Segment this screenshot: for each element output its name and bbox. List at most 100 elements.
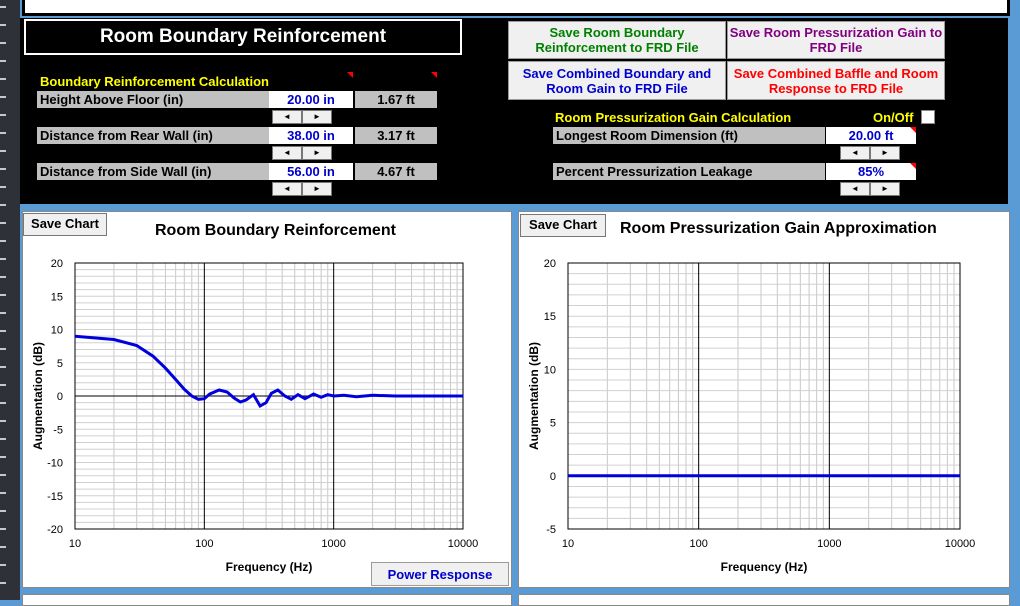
row-tick — [0, 258, 6, 260]
row-tick — [0, 384, 6, 386]
row-tick — [0, 42, 6, 44]
x-tick-label: 10 — [69, 538, 81, 550]
save-combined-baffle-room-label: Save Combined Baffle and Room Response t… — [733, 65, 939, 96]
y-tick-label: 10 — [51, 325, 63, 337]
row-tick — [0, 60, 6, 62]
increment-icon[interactable]: ► — [302, 110, 332, 124]
y-tick-label: 20 — [544, 258, 556, 270]
row-tick — [0, 96, 6, 98]
row-tick — [0, 24, 6, 26]
height-feet: 1.67 ft — [355, 91, 437, 108]
y-tick-label: -15 — [47, 491, 63, 503]
decrement-icon[interactable]: ◄ — [272, 182, 302, 196]
onoff-checkbox[interactable] — [921, 110, 935, 124]
rear-wall-spinner[interactable]: ◄ ► — [272, 146, 332, 160]
x-tick-label: 10 — [562, 538, 574, 550]
x-axis-label: Frequency (Hz) — [721, 560, 808, 574]
height-label: Height Above Floor (in) — [37, 91, 269, 108]
row-tick — [0, 510, 6, 512]
page-title: Room Boundary Reinforcement — [24, 19, 462, 55]
leakage-label: Percent Pressurization Leakage — [553, 163, 825, 180]
save-pressurization-frd-button[interactable]: Save Room Pressurization Gain to FRD Fil… — [727, 21, 945, 59]
decrement-icon[interactable]: ◄ — [840, 182, 870, 196]
row-tick — [0, 492, 6, 494]
save-boundary-frd-label: Save Room Boundary Reinforcement to FRD … — [535, 25, 699, 55]
x-tick-label: 100 — [195, 538, 213, 550]
x-tick-label: 1000 — [321, 538, 345, 550]
x-tick-label: 1000 — [817, 538, 841, 550]
y-tick-label: 15 — [544, 311, 556, 323]
boundary-section-title: Boundary Reinforcement Calculation — [40, 74, 269, 89]
height-spinner[interactable]: ◄ ► — [272, 110, 332, 124]
save-combined-boundary-room-label: Save Combined Boundary and Room Gain to … — [522, 65, 712, 96]
side-wall-label: Distance from Side Wall (in) — [37, 163, 269, 180]
row-tick — [0, 402, 6, 404]
y-tick-label: 5 — [550, 418, 556, 430]
boundary-chart: 10 100 1000 10000 20 15 10 5 0 -5 -10 -15 -20 Freque… — [31, 258, 479, 574]
save-chart-button[interactable]: Save Chart — [23, 213, 107, 236]
increment-icon[interactable]: ► — [302, 182, 332, 196]
save-combined-baffle-room-button[interactable]: Save Combined Baffle and Room Response t… — [727, 61, 945, 100]
power-response-button[interactable]: Power Response — [371, 562, 509, 586]
row-tick — [0, 312, 6, 314]
side-wall-feet: 4.67 ft — [355, 163, 437, 180]
x-tick-label: 10000 — [945, 538, 976, 550]
row-tick — [0, 528, 6, 530]
y-axis-label: Augmentation (dB) — [31, 342, 45, 450]
y-tick-label: 0 — [57, 391, 63, 403]
y-tick-label: 15 — [51, 291, 63, 303]
save-chart-button[interactable]: Save Chart — [520, 214, 606, 237]
row-tick — [0, 366, 6, 368]
row-tick — [0, 78, 6, 80]
save-pressurization-frd-label: Save Room Pressurization Gain to FRD Fil… — [729, 25, 943, 55]
x-axis-label: Frequency (Hz) — [226, 560, 313, 574]
row-tick — [0, 420, 6, 422]
leakage-spinner[interactable]: ◄ ► — [840, 182, 900, 196]
onoff-label: On/Off — [873, 110, 914, 125]
height-value[interactable]: 20.00 in — [269, 91, 353, 108]
increment-icon[interactable]: ► — [870, 182, 900, 196]
y-tick-label: 20 — [51, 258, 63, 270]
row-tick — [0, 114, 6, 116]
room-dimension-spinner[interactable]: ◄ ► — [840, 146, 900, 160]
row-tick — [0, 204, 6, 206]
comment-marker — [910, 163, 916, 169]
row-tick — [0, 294, 6, 296]
lower-chart-panel — [518, 594, 1010, 606]
top-frame — [22, 0, 1010, 16]
pressurization-chart-title: Room Pressurization Gain Approximation — [620, 220, 937, 237]
row-tick — [0, 438, 6, 440]
room-dimension-value[interactable]: 20.00 ft — [826, 127, 916, 144]
comment-marker — [431, 72, 437, 78]
leakage-value[interactable]: 85% — [826, 163, 916, 180]
y-tick-label: -5 — [53, 424, 63, 436]
save-boundary-frd-button[interactable]: Save Room Boundary Reinforcement to FRD … — [508, 21, 726, 59]
row-tick — [0, 546, 6, 548]
side-wall-spinner[interactable]: ◄ ► — [272, 182, 332, 196]
row-tick — [0, 132, 6, 134]
row-tick — [0, 276, 6, 278]
y-axis-label: Augmentation (dB) — [527, 342, 541, 450]
row-tick — [0, 186, 6, 188]
row-tick — [0, 456, 6, 458]
decrement-icon[interactable]: ◄ — [272, 110, 302, 124]
x-tick-label: 10000 — [448, 538, 479, 550]
row-tick — [0, 168, 6, 170]
increment-icon[interactable]: ► — [302, 146, 332, 160]
save-combined-boundary-room-button[interactable]: Save Combined Boundary and Room Gain to … — [508, 61, 726, 100]
rear-wall-value[interactable]: 38.00 in — [269, 127, 353, 144]
comment-marker — [347, 72, 353, 78]
rear-wall-feet: 3.17 ft — [355, 127, 437, 144]
comment-marker — [910, 127, 916, 133]
row-tick — [0, 582, 6, 584]
side-wall-value[interactable]: 56.00 in — [269, 163, 353, 180]
row-tick — [0, 6, 6, 8]
decrement-icon[interactable]: ◄ — [840, 146, 870, 160]
row-tick — [0, 240, 6, 242]
row-tick — [0, 564, 6, 566]
increment-icon[interactable]: ► — [870, 146, 900, 160]
lower-chart-panel — [22, 594, 512, 606]
y-tick-label: 0 — [550, 471, 556, 483]
boundary-series-line — [74, 334, 463, 409]
decrement-icon[interactable]: ◄ — [272, 146, 302, 160]
